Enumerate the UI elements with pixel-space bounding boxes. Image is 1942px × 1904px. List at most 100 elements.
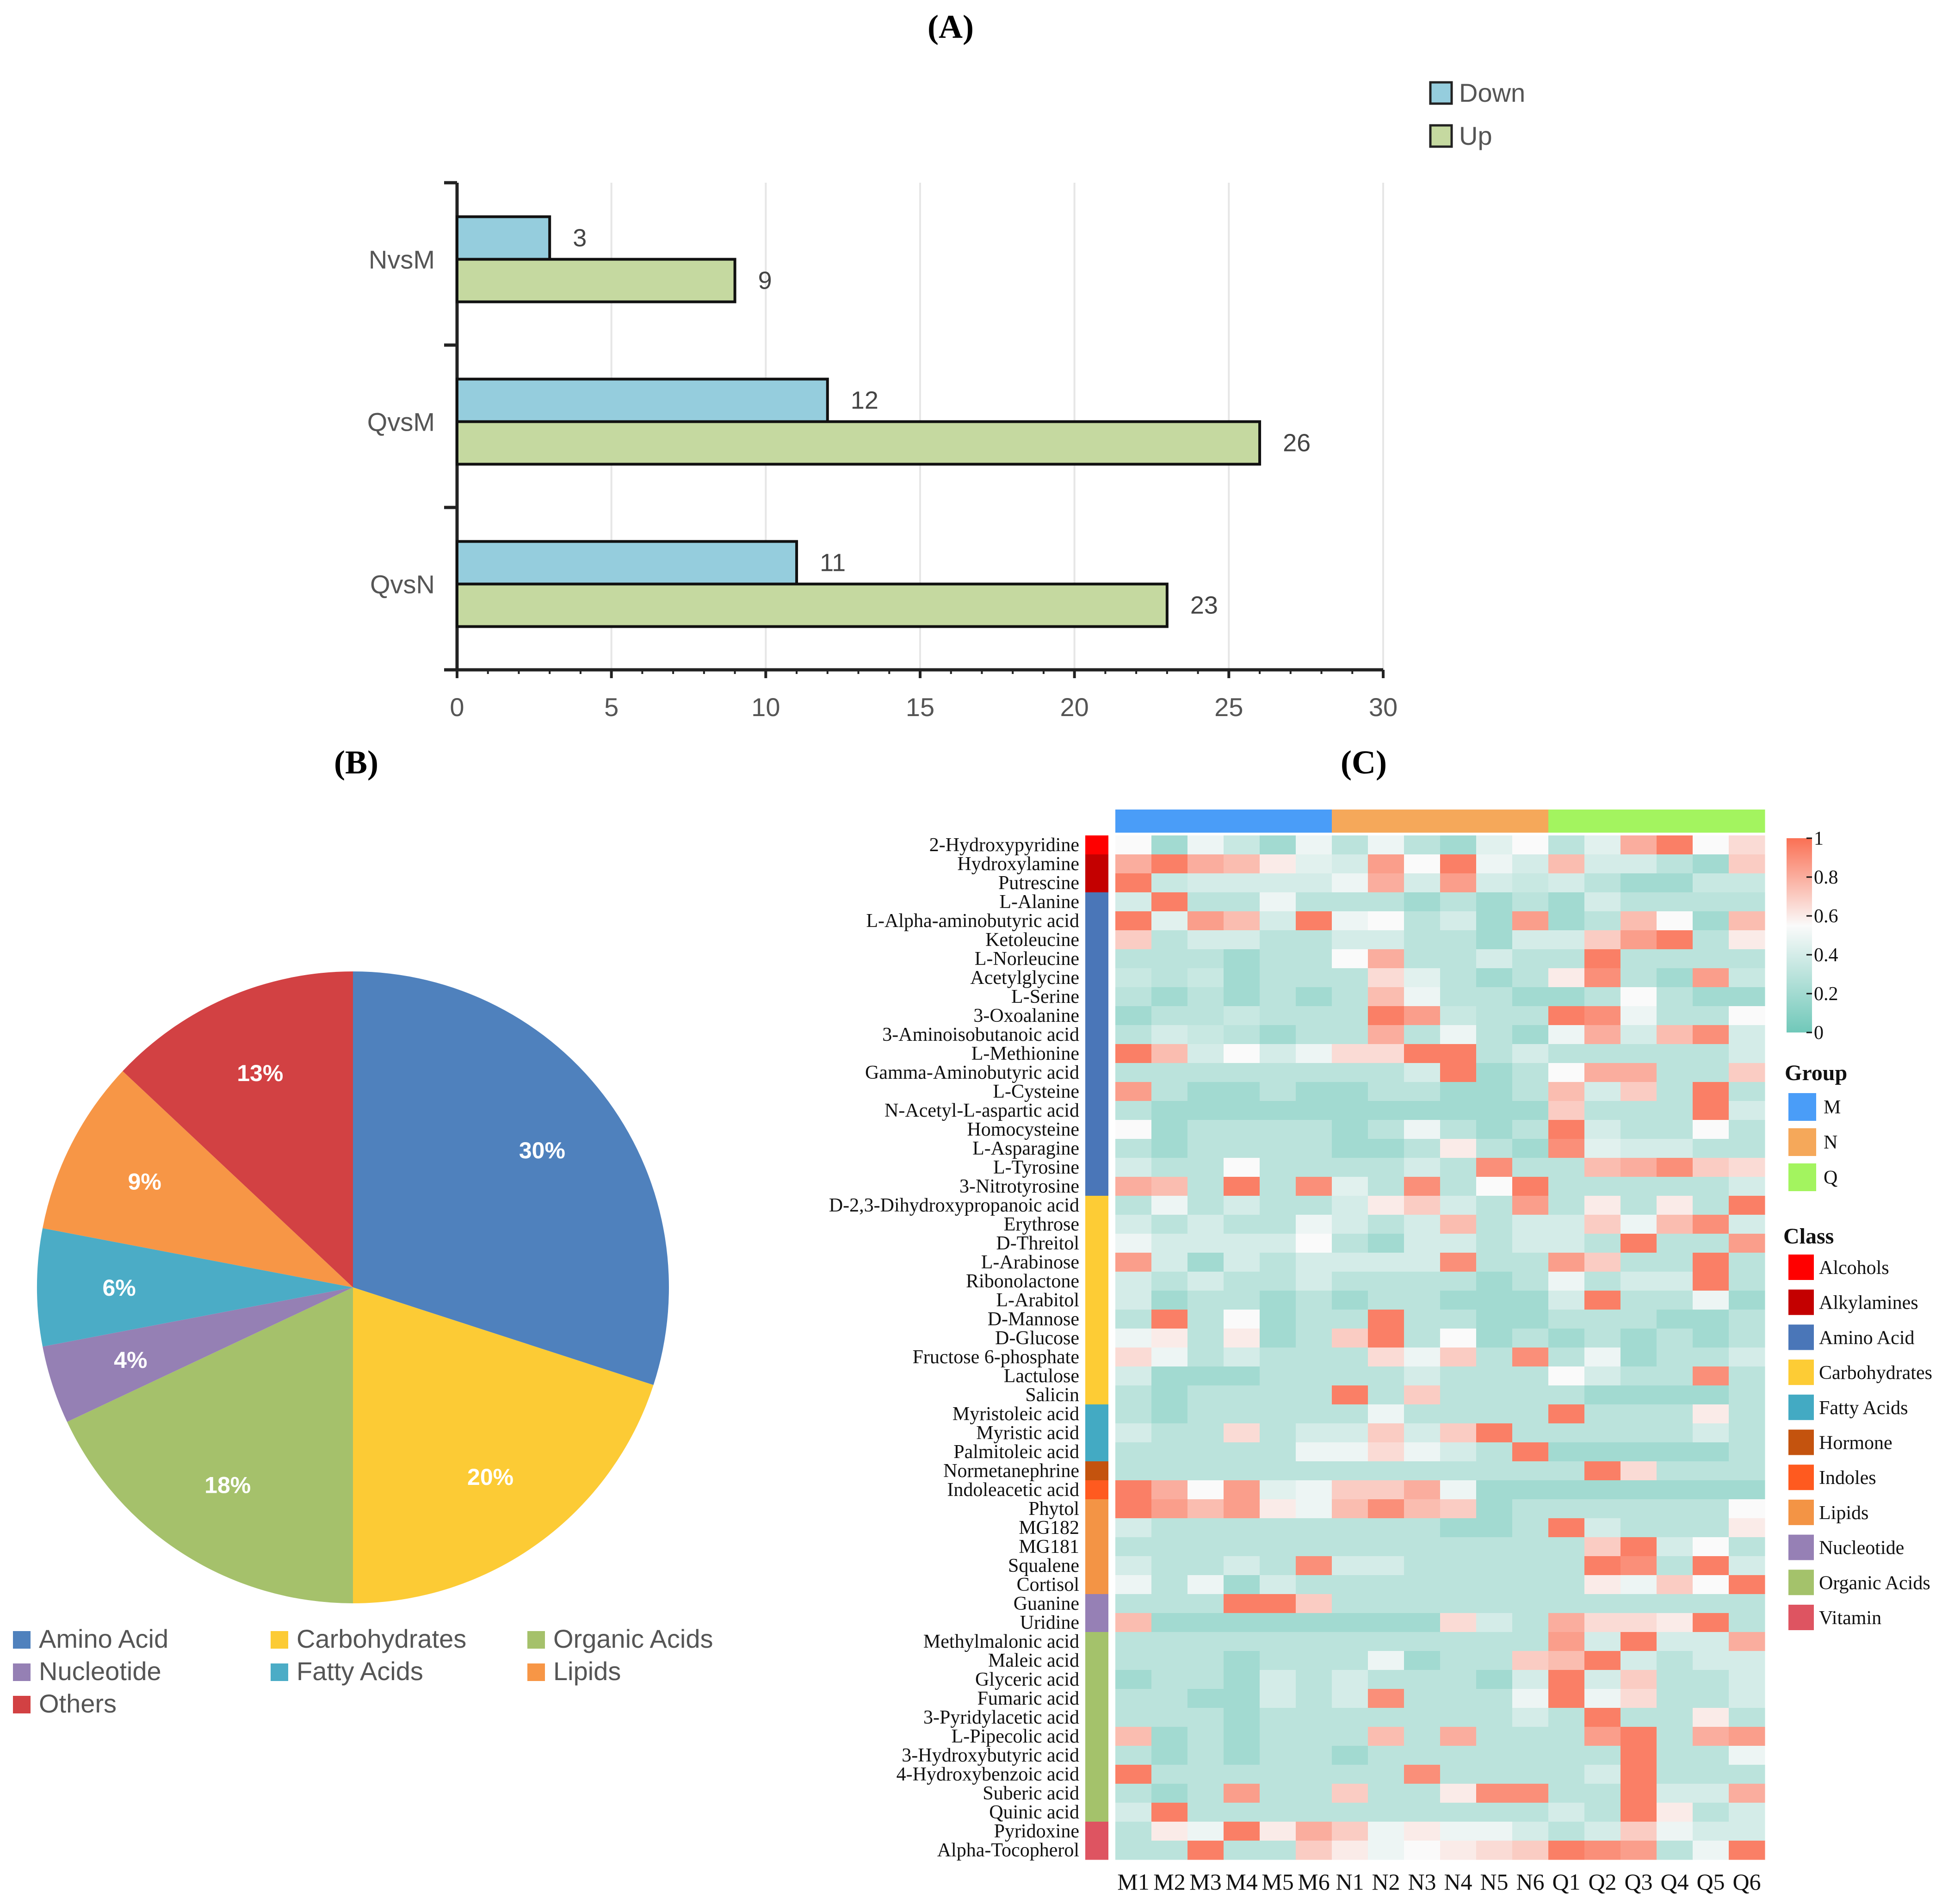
heatmap-cell (1476, 949, 1513, 969)
heatmap-cell (1693, 1291, 1729, 1310)
heatmap-cell (1404, 1784, 1441, 1803)
heatmap-cell (1476, 1253, 1513, 1272)
heatmap-cell (1512, 1082, 1549, 1101)
heatmap-cell (1512, 1689, 1549, 1708)
heatmap-cell (1368, 1196, 1404, 1215)
heatmap-cell (1332, 1784, 1368, 1803)
heatmap-cell (1151, 1518, 1188, 1538)
heatmap-cell (1296, 1841, 1332, 1860)
heatmap-cell (1151, 1234, 1188, 1253)
heatmap-cell (1620, 1120, 1657, 1139)
heatmap-cell (1512, 1613, 1549, 1632)
heatmap-cell (1584, 1803, 1621, 1822)
heatmap-cell (1115, 1537, 1152, 1557)
heatmap-cell (1620, 1006, 1657, 1026)
heatmap-cell (1657, 1158, 1693, 1177)
class-legend-swatch (1788, 1499, 1814, 1525)
heatmap-cell (1729, 1234, 1765, 1253)
group-bar-cell (1548, 810, 1585, 833)
heatmap-cell (1512, 1006, 1549, 1026)
heatmap-cell (1332, 1404, 1368, 1424)
heatmap-cell (1620, 1632, 1657, 1651)
class-bar-cell (1085, 1234, 1108, 1253)
heatmap-cell (1657, 873, 1693, 893)
heatmap-cell (1584, 1537, 1621, 1557)
heatmap-cell (1548, 930, 1585, 950)
heatmap-cell (1151, 892, 1188, 912)
heatmap-cell (1187, 1329, 1224, 1348)
heatmap-cell (1584, 1556, 1621, 1576)
heatmap-cell (1620, 1727, 1657, 1746)
heatmap-cell (1620, 1499, 1657, 1519)
heatmap-cell (1151, 1101, 1188, 1120)
heatmap-cell (1151, 1727, 1188, 1746)
heatmap-cell (1440, 1670, 1477, 1689)
heatmap-row-label: 3-Oxoalanine (973, 1005, 1079, 1026)
heatmap-cell (1115, 1689, 1152, 1708)
heatmap-cell (1512, 1196, 1549, 1215)
heatmap-cell (1115, 1196, 1152, 1215)
heatmap-cell (1260, 1822, 1296, 1841)
heatmap-cell (1368, 911, 1404, 931)
heatmap-cell (1296, 1215, 1332, 1234)
heatmap-cell (1584, 1044, 1621, 1063)
heatmap-row-label: D-2,3-Dihydroxypropanoic acid (829, 1195, 1079, 1216)
heatmap-cell (1115, 1139, 1152, 1158)
heatmap-cell (1620, 835, 1657, 855)
heatmap-row-label: Ketoleucine (985, 929, 1079, 951)
heatmap-cell (1657, 1329, 1693, 1348)
heatmap-col-label: M1 (1117, 1869, 1149, 1895)
heatmap-cell (1476, 1423, 1513, 1443)
heatmap-cell (1296, 1518, 1332, 1538)
heatmap-cell (1657, 1480, 1693, 1500)
heatmap-cell (1584, 1272, 1621, 1291)
heatmap-cell (1332, 1613, 1368, 1632)
heatmap-cell (1296, 1101, 1332, 1120)
heatmap-cell (1151, 1765, 1188, 1784)
heatmap-cell (1404, 1556, 1441, 1576)
heatmap-cell (1404, 1689, 1441, 1708)
heatmap-cell (1115, 1556, 1152, 1576)
heatmap-cell (1151, 1120, 1188, 1139)
heatmap-cell (1151, 1423, 1188, 1443)
heatmap-cell (1296, 1044, 1332, 1063)
heatmap-cell (1693, 1575, 1729, 1595)
heatmap-cell (1440, 1006, 1477, 1026)
heatmap-row-label: Alpha-Tocopherol (937, 1840, 1079, 1861)
class-legend-swatch (1788, 1394, 1814, 1420)
heatmap-row-label: Guanine (1014, 1593, 1079, 1614)
heatmap-cell (1115, 854, 1152, 874)
heatmap-cell (1151, 1822, 1188, 1841)
heatmap-cell (1440, 1613, 1477, 1632)
heatmap-row-label: Glyceric acid (975, 1669, 1079, 1690)
heatmap-cell (1693, 1158, 1729, 1177)
heatmap-cell (1332, 1632, 1368, 1651)
heatmap-cell (1404, 835, 1441, 855)
heatmap-cell (1620, 1822, 1657, 1841)
heatmap-cell (1476, 1613, 1513, 1632)
heatmap-row-label: Fumaric acid (977, 1688, 1079, 1709)
heatmap-cell (1260, 1613, 1296, 1632)
heatmap-cell (1115, 1613, 1152, 1632)
heatmap-cell (1693, 1082, 1729, 1101)
pie-legend-label: Others (39, 1689, 117, 1718)
heatmap-cell (1512, 1822, 1549, 1841)
heatmap-cell (1332, 1499, 1368, 1519)
heatmap-cell (1548, 1670, 1585, 1689)
heatmap-cell (1512, 1423, 1549, 1443)
heatmap-cell (1620, 1366, 1657, 1386)
heatmap-row-label: Pyridoxine (994, 1821, 1079, 1842)
class-legend-swatch (1788, 1605, 1814, 1630)
heatmap-cell (1332, 987, 1368, 1007)
heatmap-cell (1187, 835, 1224, 855)
heatmap-cell (1693, 1556, 1729, 1576)
group-bar-cell (1187, 810, 1224, 833)
heatmap-cell (1584, 1423, 1621, 1443)
heatmap-cell (1476, 1651, 1513, 1670)
heatmap-cell (1404, 1025, 1441, 1045)
heatmap-cell (1440, 1329, 1477, 1348)
heatmap-cell (1512, 1442, 1549, 1462)
heatmap-cell (1584, 892, 1621, 912)
heatmap-cell (1368, 1139, 1404, 1158)
heatmap-cell (1693, 1215, 1729, 1234)
